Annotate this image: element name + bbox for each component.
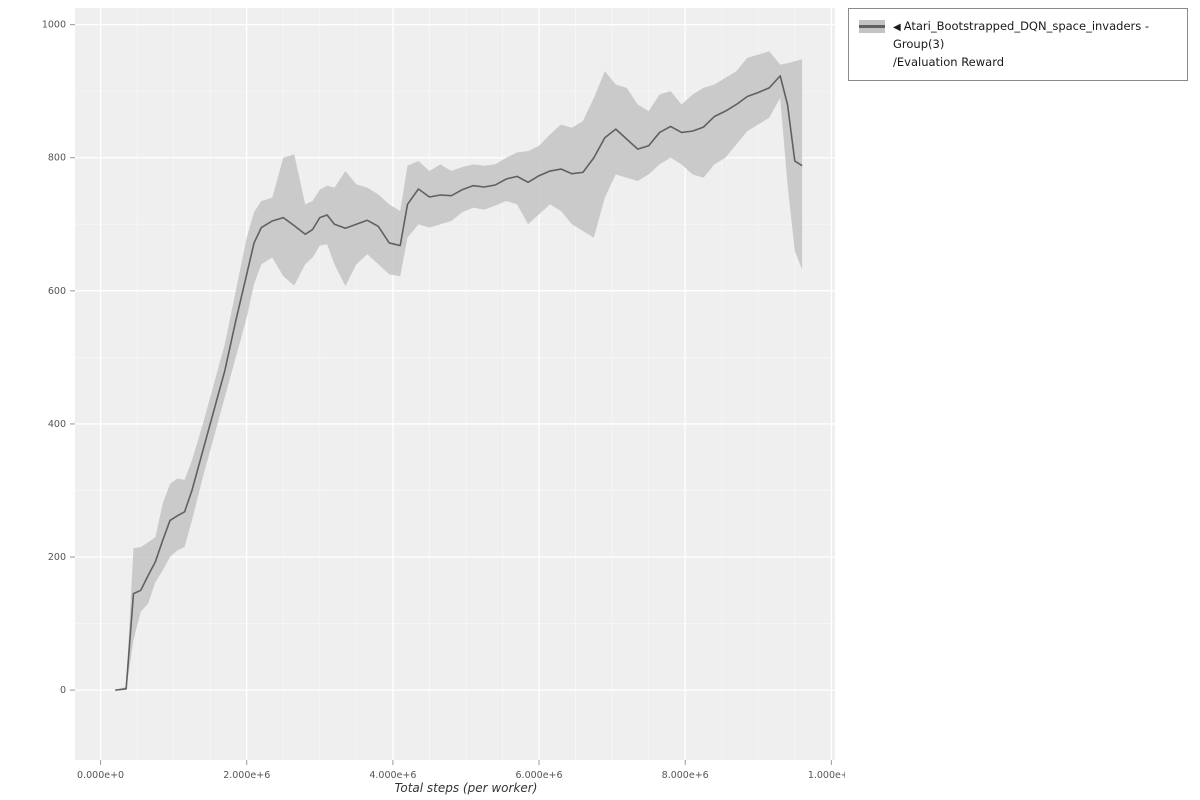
legend-label: ◀ Atari_Bootstrapped_DQN_space_invaders -… <box>893 18 1177 71</box>
y-tick-label: 0 <box>60 685 66 696</box>
y-tick-label: 1000 <box>42 20 66 31</box>
confidence-band <box>115 51 803 691</box>
x-tick-label: 2.000e+6 <box>223 770 270 781</box>
legend-metric-name: /Evaluation Reward <box>893 54 1005 69</box>
chart-svg: 0.000e+0 2.000e+6 4.000e+6 6.000e+6 8.000e+6… <box>42 8 845 795</box>
collapse-triangle-icon[interactable]: ◀ <box>893 22 901 33</box>
y-tick-label: 600 <box>48 286 66 297</box>
x-tick-label: 4.000e+6 <box>369 770 416 781</box>
reward-chart: 0.000e+0 2.000e+6 4.000e+6 6.000e+6 8.000e+6… <box>42 8 845 795</box>
legend-series-name: Atari_Bootstrapped_DQN_space_invaders - … <box>893 19 1150 51</box>
legend-line-swatch <box>859 25 885 28</box>
y-tick-label: 200 <box>48 552 66 563</box>
legend[interactable]: ◀ Atari_Bootstrapped_DQN_space_invaders -… <box>848 8 1188 82</box>
x-axis-title: Total steps (per worker) <box>395 781 538 795</box>
y-tick-label: 800 <box>48 153 66 164</box>
y-tick-label: 400 <box>48 419 66 430</box>
mean-line <box>115 75 803 691</box>
x-tick-label: 0.000e+0 <box>77 770 124 781</box>
x-tick-label: 1.000e+7 <box>808 770 845 781</box>
x-tick-label: 6.000e+6 <box>516 770 563 781</box>
legend-band-swatch <box>859 20 885 33</box>
x-tick-label: 8.000e+6 <box>662 770 709 781</box>
